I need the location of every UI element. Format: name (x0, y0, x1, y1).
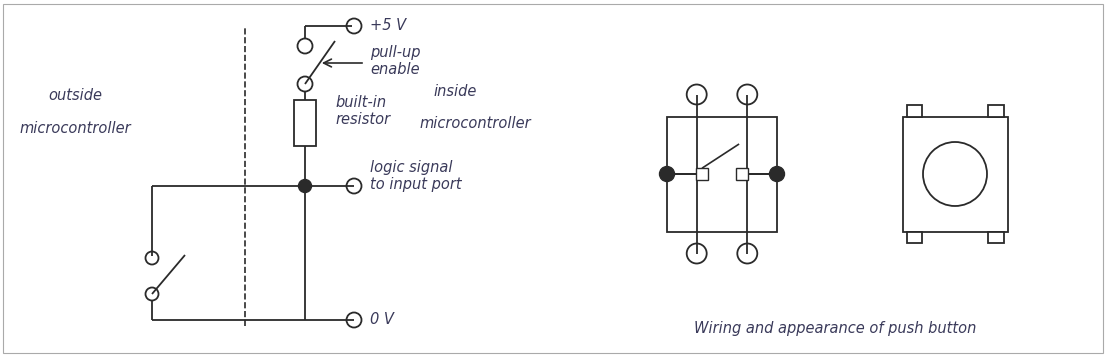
Bar (989, 231, 1004, 243)
Circle shape (660, 167, 674, 182)
Bar (736, 168, 748, 180)
Bar (907, 231, 922, 243)
Text: microcontroller: microcontroller (420, 115, 531, 131)
Bar (907, 105, 922, 116)
Text: pull-up
enable: pull-up enable (370, 45, 421, 77)
Text: Wiring and appearance of push button: Wiring and appearance of push button (694, 320, 976, 335)
Bar (902, 116, 1007, 231)
Text: 0 V: 0 V (370, 313, 394, 328)
Bar (294, 100, 315, 146)
Text: outside: outside (48, 89, 102, 104)
Circle shape (299, 179, 311, 193)
Text: +5 V: +5 V (370, 19, 406, 33)
Text: logic signal
to input port: logic signal to input port (370, 160, 462, 192)
Text: microcontroller: microcontroller (19, 120, 131, 136)
Bar (989, 105, 1004, 116)
Circle shape (769, 167, 785, 182)
Bar (696, 168, 707, 180)
Text: built-in
resistor: built-in resistor (335, 95, 390, 127)
Text: inside: inside (433, 84, 477, 99)
Bar (668, 116, 777, 231)
